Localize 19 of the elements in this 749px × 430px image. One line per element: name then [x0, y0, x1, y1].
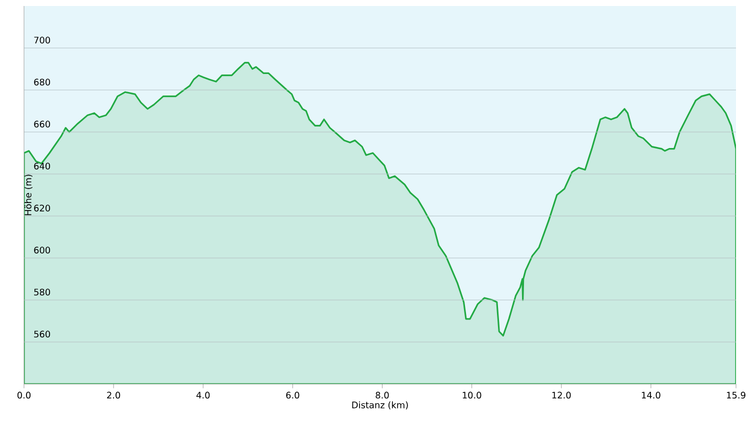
y-tick-label: 600: [34, 246, 50, 254]
x-tick-label: 2.0: [107, 392, 120, 399]
y-tick-label: 660: [34, 120, 50, 128]
x-tick-label: 6.0: [286, 392, 300, 399]
x-tick-label: 8.0: [376, 392, 389, 399]
y-axis-title: Höhe (m): [24, 174, 32, 216]
x-tick-label: 12.0: [552, 392, 571, 399]
x-tick-label: 10.0: [462, 392, 482, 399]
y-tick-label: 680: [34, 78, 50, 86]
x-axis-title: Distanz (km): [352, 401, 408, 410]
y-tick-label: 580: [34, 288, 50, 296]
x-tick-label: 4.0: [196, 392, 210, 399]
y-tick-label: 700: [34, 36, 50, 44]
y-tick-label: 640: [34, 162, 50, 170]
y-tick-label: 620: [34, 204, 50, 212]
x-tick-label: 14.0: [642, 392, 660, 399]
x-tick-label: 0.0: [17, 392, 31, 399]
x-tick-label: 15.9: [727, 392, 746, 399]
y-tick-label: 560: [34, 330, 50, 338]
